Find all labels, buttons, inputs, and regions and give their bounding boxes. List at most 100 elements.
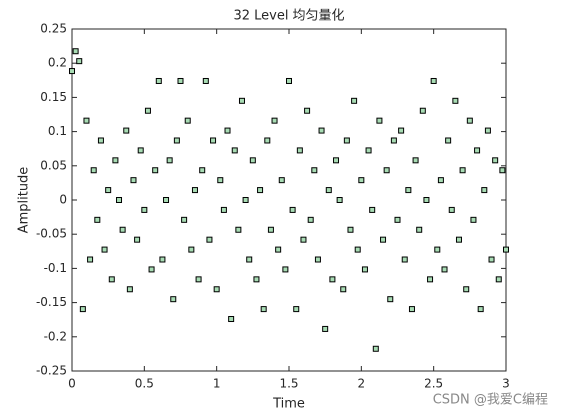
point <box>235 226 242 233</box>
point <box>220 206 227 213</box>
point <box>144 107 151 114</box>
point <box>311 167 318 174</box>
point <box>83 117 90 124</box>
y-tick-label: 0.15 <box>40 90 67 104</box>
x-axis-label: Time <box>272 397 305 412</box>
x-tick-label: 2 <box>358 377 366 391</box>
point <box>445 137 452 144</box>
point <box>224 127 231 134</box>
point <box>166 157 173 164</box>
point <box>191 187 198 194</box>
y-axis-label: Amplitude <box>17 167 32 234</box>
point <box>112 157 119 164</box>
point <box>405 187 412 194</box>
point <box>383 167 390 174</box>
point <box>130 177 137 184</box>
point <box>325 187 332 194</box>
plot-area <box>71 28 507 372</box>
point <box>398 127 405 134</box>
point <box>492 157 499 164</box>
chart-title: 32 Level 均匀量化 <box>233 9 344 24</box>
point <box>289 206 296 213</box>
point <box>206 236 213 243</box>
point <box>499 167 506 174</box>
point <box>72 48 79 55</box>
point <box>231 147 238 154</box>
point <box>361 266 368 273</box>
point <box>286 77 292 84</box>
point <box>119 226 126 233</box>
point <box>448 206 455 213</box>
point <box>455 236 462 243</box>
point <box>195 276 202 283</box>
point <box>217 177 224 184</box>
point <box>351 97 358 104</box>
point <box>105 187 112 194</box>
point <box>148 266 155 273</box>
point <box>387 296 394 303</box>
point <box>137 147 144 154</box>
point <box>278 177 285 184</box>
watermark: CSDN @我爱C编程 <box>433 393 548 408</box>
point <box>213 286 220 293</box>
x-tick-label: 0.5 <box>135 377 154 391</box>
point <box>347 226 354 233</box>
point <box>314 256 321 263</box>
point <box>271 117 278 124</box>
x-tick-label: 2.5 <box>424 377 443 391</box>
point <box>300 236 307 243</box>
point <box>246 256 253 263</box>
y-tick-label: 0.2 <box>48 56 67 70</box>
point <box>94 216 101 223</box>
point <box>267 226 274 233</box>
point <box>423 197 430 203</box>
point <box>123 127 130 134</box>
point <box>430 77 437 84</box>
point <box>126 286 133 293</box>
point <box>437 177 444 184</box>
point <box>372 345 379 352</box>
point <box>293 306 300 313</box>
y-tick-label: 0 <box>59 193 67 207</box>
point <box>253 276 260 283</box>
point <box>101 246 108 253</box>
point <box>463 286 470 293</box>
y-tick-label: -0.1 <box>44 261 67 275</box>
point <box>343 137 350 144</box>
point <box>97 137 104 144</box>
point <box>249 157 256 164</box>
point <box>434 246 441 253</box>
point <box>228 316 235 323</box>
point <box>155 77 162 84</box>
point <box>210 137 217 144</box>
point <box>134 236 141 243</box>
point <box>199 167 206 174</box>
point <box>264 137 271 144</box>
point <box>358 177 365 184</box>
point <box>466 117 473 124</box>
y-tick-label: 0.1 <box>48 124 67 138</box>
point <box>87 256 94 263</box>
point <box>441 266 448 273</box>
point <box>488 256 495 263</box>
point <box>242 197 249 203</box>
y-tick-label: -0.2 <box>44 329 67 343</box>
point <box>79 306 86 313</box>
point <box>336 197 343 203</box>
point <box>322 325 329 332</box>
point <box>304 107 311 114</box>
x-tick-label: 3 <box>502 377 510 391</box>
point <box>340 286 347 293</box>
point <box>152 167 159 174</box>
y-tick-label: -0.25 <box>36 364 67 378</box>
y-tick-label: -0.15 <box>36 295 67 309</box>
point <box>90 167 97 174</box>
point <box>470 216 477 223</box>
point <box>354 246 361 253</box>
point <box>177 77 184 84</box>
y-tick-label: 0.25 <box>40 22 67 36</box>
point <box>376 117 383 124</box>
point <box>116 197 123 203</box>
point <box>412 157 419 164</box>
